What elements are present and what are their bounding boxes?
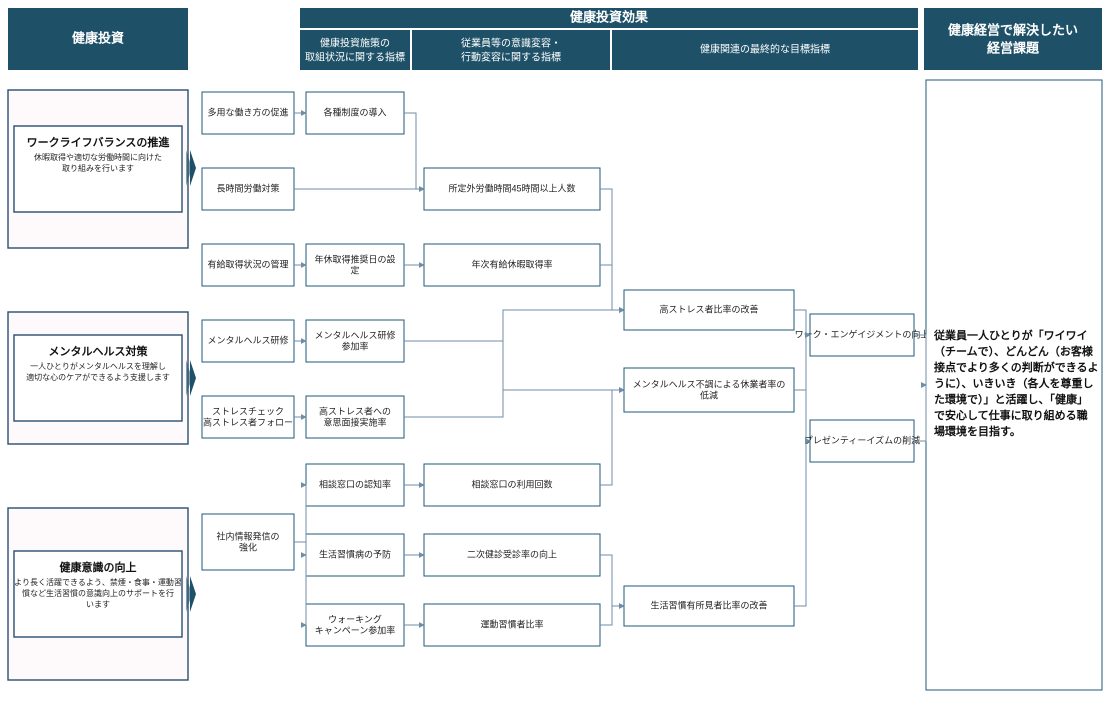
node-label: ワーク・エンゲイジメントの向上	[795, 328, 930, 339]
edge	[914, 335, 926, 385]
node-label: 多用な働き方の促進	[207, 106, 288, 117]
edge	[404, 310, 624, 417]
edge	[404, 390, 624, 417]
node-label: 運動習慣者比率	[480, 618, 543, 629]
subheader-label: 従業員等の意識変容・	[461, 37, 561, 50]
node-label: 意思面接実施率	[323, 416, 386, 427]
node-label: 高ストレス者フォロー	[203, 416, 293, 427]
node-label: 高ストレス者比率の改善	[659, 303, 758, 314]
node-label: 所定外労働時間45時間以上人数	[448, 182, 575, 193]
node-label: キャンペーン参加率	[315, 624, 396, 635]
pillar-desc: 一人ひとりがメンタルヘルスを理解し	[30, 361, 166, 371]
goal-text: た環境で）」と活躍し、「健康」	[934, 392, 1088, 406]
node-label: 参加率	[341, 340, 368, 351]
subheader-label: 取組状況に関する指標	[305, 51, 405, 64]
subheader	[300, 30, 410, 70]
edge	[404, 341, 624, 390]
node-label: 長時間労働対策	[216, 182, 279, 193]
edge	[914, 385, 926, 441]
header-label: 健康経営で解決したい	[948, 22, 1078, 37]
edge	[294, 542, 306, 625]
node-label: ウォーキング	[328, 613, 382, 624]
node-label: 高ストレス者への	[319, 405, 391, 416]
subheader	[412, 30, 610, 70]
goal-text: うに）、いきいき（各人を尊重し	[934, 376, 1094, 390]
node-label: 定	[350, 264, 359, 275]
edge	[794, 335, 810, 390]
node-label: 生活習慣有所見者比率の改善	[650, 599, 767, 610]
node-label: 年次有給休暇取得率	[471, 258, 552, 269]
goal-text: （チームで）、どんどん（お客様	[934, 344, 1094, 358]
pillar-title: 健康意識の向上	[60, 560, 137, 574]
edge	[794, 390, 810, 441]
subheader-label: 行動変容に関する指標	[461, 51, 561, 64]
goal-text: で安心して仕事に取り組める職	[934, 408, 1088, 422]
node-label: プレゼンティーイズムの削減	[804, 434, 920, 445]
node-label: ストレスチェック	[212, 406, 284, 416]
edge	[294, 542, 306, 555]
edge	[600, 555, 624, 606]
node-label: 相談窓口の認知率	[319, 478, 391, 489]
pillar-desc: より長く活躍できるよう、禁煙・食事・運動習	[14, 577, 182, 587]
pillar-desc: 取り組みを行います	[62, 163, 134, 173]
header-label: 健康投資効果	[570, 9, 648, 24]
subheader-label: 健康投資施策の	[320, 37, 390, 50]
goal-text: 場環境を目指す。	[934, 424, 1021, 438]
edge	[600, 265, 624, 310]
edge	[294, 485, 306, 542]
header	[924, 8, 1102, 70]
goal-text: 従業員一人ひとりが「ワイワイ	[933, 328, 1088, 342]
edge	[600, 390, 624, 485]
edge	[600, 606, 624, 625]
pillar-title: ワークライフバランスの推進	[27, 135, 171, 149]
node-label: 有給取得状況の管理	[207, 258, 288, 269]
node-label: 社内情報発信の	[216, 530, 279, 541]
node-label: メンタルヘルス研修	[207, 334, 288, 345]
edge	[404, 310, 624, 341]
node-label: 二次健診受診率の向上	[467, 548, 557, 559]
node-label: 相談窓口の利用回数	[471, 478, 552, 489]
pillar-desc: 適切な心のケアができるよう支援します	[26, 372, 170, 382]
pillar-title: メンタルヘルス対策	[49, 344, 149, 358]
goal-text: 接点でより多くの判断ができるよ	[934, 360, 1099, 374]
node-label: 生活習慣病の予防	[319, 548, 391, 559]
node-label: 各種制度の導入	[323, 106, 386, 117]
node-label: メンタルヘルス不調による休業者率の	[633, 378, 786, 389]
edge	[404, 113, 424, 189]
node-label: メンタルヘルス研修	[314, 329, 395, 340]
node-label: 強化	[239, 541, 257, 552]
pillar-desc: います	[86, 600, 110, 609]
header-label: 経営課題	[987, 40, 1040, 55]
header-label: 健康投資	[72, 30, 124, 45]
subheader-label: 健康関連の最終的な目標指標	[700, 43, 830, 56]
pillar-desc: 慣など生活習慣の意識向上のサポートを行	[22, 588, 174, 598]
pillar-desc: 休暇取得や適切な労働時間に向けた	[34, 152, 162, 162]
node-label: 年休取得推奨日の設	[314, 253, 395, 264]
node-label: 低減	[700, 389, 718, 400]
edge	[794, 441, 810, 606]
